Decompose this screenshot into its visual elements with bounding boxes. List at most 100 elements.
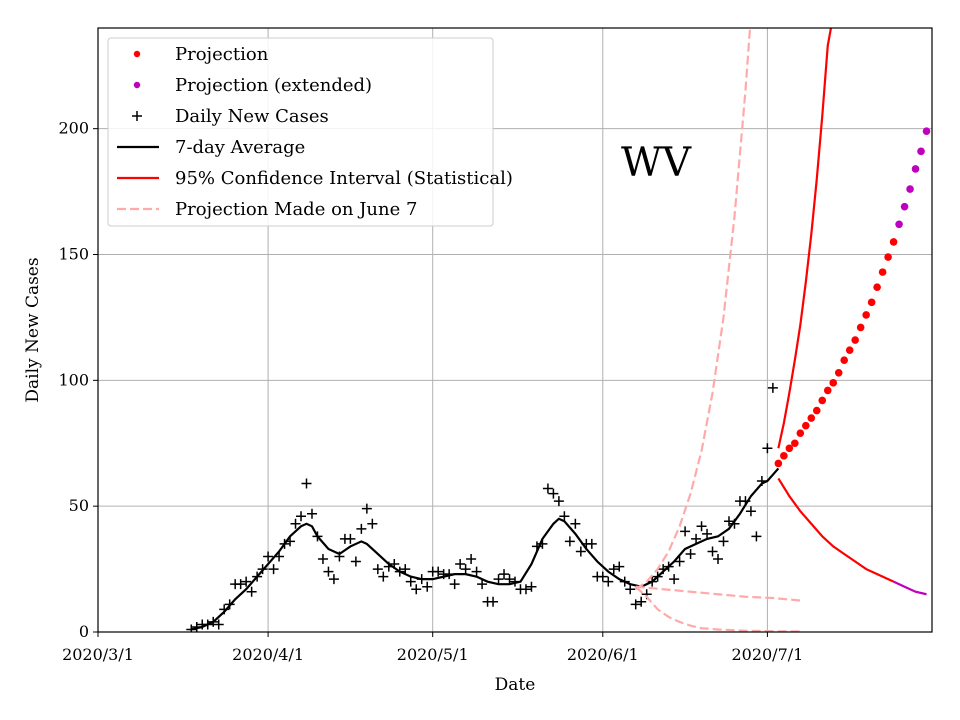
- daily-new-cases-point: [685, 548, 696, 559]
- projection-point: [884, 253, 892, 261]
- projection-point: [807, 414, 816, 422]
- projection-made-on-june-7-line: [634, 585, 801, 632]
- legend-marker: [133, 50, 141, 58]
- daily-new-cases-point: [630, 599, 641, 610]
- projection-point: [840, 356, 849, 365]
- legend-marker: [132, 111, 142, 121]
- x-tick-label: 2020/5/1: [397, 645, 469, 664]
- legend-label: Projection (extended): [175, 75, 372, 96]
- legend-item: Projection: [133, 44, 269, 65]
- daily-new-cases-point: [290, 518, 301, 529]
- daily-new-cases-point: [488, 596, 499, 607]
- daily-new-cases-point: [378, 571, 389, 582]
- plot-frame: [97, 27, 933, 633]
- legend-label: 7-day Average: [175, 137, 305, 158]
- daily-new-cases-point: [702, 528, 713, 539]
- legend-item: Projection Made on June 7: [117, 199, 417, 220]
- daily-new-cases-point: [723, 516, 734, 527]
- projection-point: [823, 386, 832, 395]
- daily-new-cases-point: [449, 579, 460, 590]
- daily-new-cases-point: [323, 566, 334, 577]
- projection-point: [796, 429, 805, 437]
- projection-point: [878, 268, 887, 276]
- daily-new-cases-point: [477, 579, 488, 590]
- daily-new-cases-point: [235, 579, 246, 590]
- daily-new-cases-point: [614, 561, 625, 572]
- daily-new-cases-point: [241, 576, 252, 587]
- legend-item: 95% Confidence Interval (Statistical): [117, 168, 513, 189]
- daily-new-cases-point: [411, 584, 422, 595]
- daily-new-cases-point: [713, 554, 724, 565]
- legend-label: Projection Made on June 7: [175, 199, 417, 220]
- daily-new-cases-point: [367, 518, 378, 529]
- daily-new-cases-point: [213, 619, 224, 630]
- daily-new-cases-point: [405, 576, 416, 587]
- daily-new-cases-point: [691, 533, 702, 544]
- daily-new-cases-point: [597, 571, 608, 582]
- projection-point: [791, 439, 799, 448]
- projection-made-on-june-7-line: [635, 585, 801, 602]
- legend-item: Projection (extended): [133, 75, 372, 96]
- legend-label: Projection: [175, 44, 269, 65]
- projection-point: [862, 311, 870, 319]
- daily-new-cases-point: [520, 584, 531, 595]
- daily-new-cases-point: [263, 551, 274, 562]
- daily-new-cases-point: [542, 483, 553, 494]
- daily-new-cases-point: [350, 556, 361, 567]
- projection-extended-point: [917, 147, 925, 156]
- axis-ticks: 2020/3/1 2020/4/1 2020/5/1 2020/6/1 2020/7/1…: [58, 119, 803, 664]
- daily-new-cases-point: [460, 564, 471, 575]
- projection-point: [889, 238, 898, 246]
- daily-new-cases-point: [345, 533, 356, 544]
- daily-new-cases-point: [422, 581, 433, 592]
- daily-new-cases-point: [559, 511, 570, 522]
- daily-new-cases-point: [268, 564, 279, 575]
- projection-point: [802, 421, 810, 430]
- y-tick-label: 200: [58, 119, 89, 138]
- daily-new-cases-point: [328, 574, 339, 585]
- projection-point: [856, 323, 865, 332]
- daily-new-cases-point: [696, 521, 707, 532]
- projection-point: [785, 444, 794, 453]
- projection-extended-point: [922, 127, 931, 135]
- projection-point: [774, 459, 783, 468]
- daily-new-cases-point: [608, 564, 619, 575]
- daily-new-cases-point: [499, 569, 510, 580]
- daily-new-cases-point: [372, 564, 383, 575]
- projection-point: [851, 336, 859, 344]
- projection-point: [873, 283, 881, 292]
- projection-point: [829, 379, 838, 387]
- projection-made-on-june-7-line: [635, 28, 752, 591]
- daily-new-cases-point: [669, 574, 680, 585]
- daily-new-cases-point: [296, 511, 307, 522]
- x-tick-label: 2020/3/1: [62, 645, 134, 664]
- y-tick-label: 150: [58, 245, 89, 264]
- daily-new-cases-point: [433, 566, 444, 577]
- daily-new-cases-point: [680, 526, 691, 537]
- legend-label: Daily New Cases: [175, 106, 329, 127]
- daily-new-cases-point: [564, 536, 575, 547]
- legend-item: Daily New Cases: [132, 106, 329, 127]
- daily-new-cases-point: [718, 536, 729, 547]
- y-tick-label: 50: [69, 496, 89, 515]
- 95-confidence-interval-statistical-line: [777, 477, 895, 583]
- daily-new-cases-point: [762, 443, 773, 454]
- projection-extended-point: [900, 202, 909, 211]
- daily-new-cases-point: [246, 586, 257, 597]
- series-layer: [186, 28, 931, 632]
- daily-new-cases-point: [504, 574, 515, 585]
- legend-box: [107, 37, 494, 227]
- daily-new-cases-point: [707, 546, 718, 557]
- x-tick-label: 2020/7/1: [731, 645, 803, 664]
- daily-new-cases-point: [526, 581, 537, 592]
- projection-point: [834, 368, 843, 377]
- daily-new-cases-point: [455, 559, 466, 570]
- daily-new-cases-point: [317, 554, 328, 565]
- legend: Projection Projection (extended) Daily New…: [107, 37, 513, 227]
- daily-new-cases-point: [493, 574, 504, 585]
- daily-new-cases-point: [548, 488, 559, 499]
- daily-new-cases-point: [751, 531, 762, 542]
- projection-point: [818, 396, 827, 405]
- y-tick-label: 0: [79, 622, 89, 641]
